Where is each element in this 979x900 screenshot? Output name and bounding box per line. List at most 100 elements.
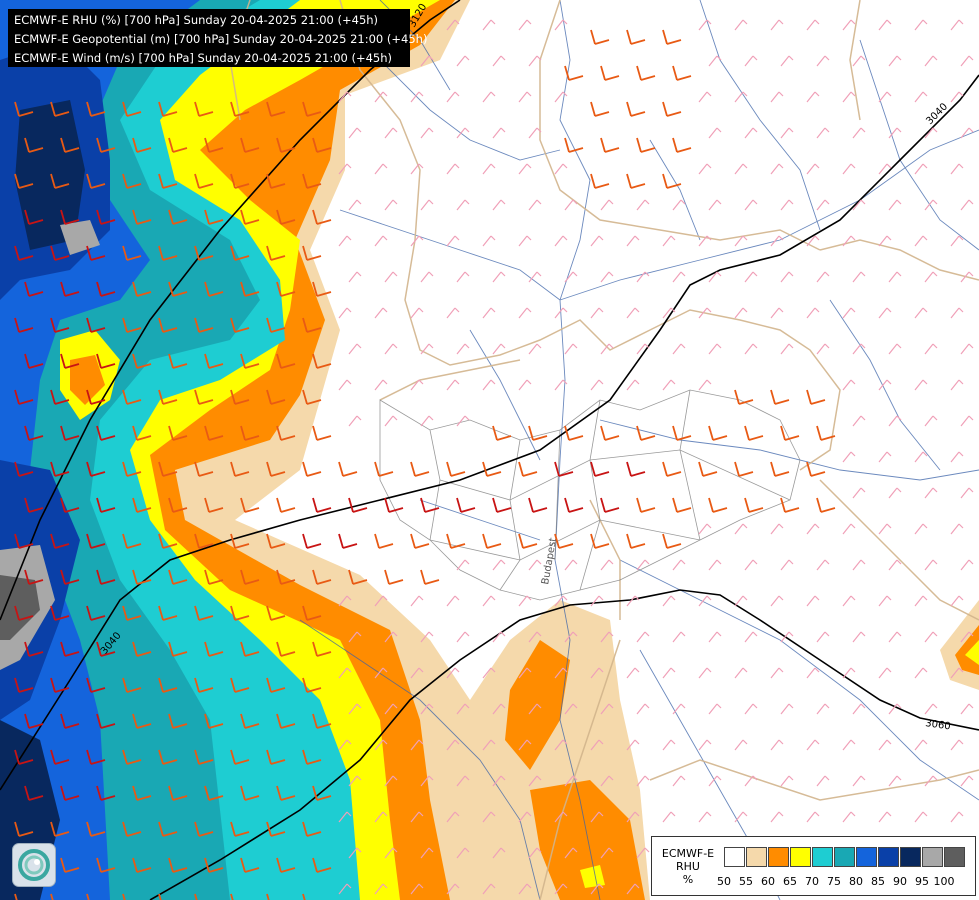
wind-barb (14, 173, 34, 189)
wind-barb (698, 739, 712, 751)
wind-barb (888, 703, 902, 715)
wind-barb (780, 199, 794, 211)
wind-barb (482, 19, 496, 31)
wind-barb (914, 307, 928, 319)
legend-swatches (724, 847, 966, 867)
legend-swatch (724, 847, 745, 867)
wind-barb (302, 389, 322, 405)
wind-barb (158, 101, 178, 117)
wind-barb (770, 91, 784, 103)
wind-barb (312, 857, 332, 873)
wind-barb (564, 425, 584, 441)
wind-barb (960, 775, 974, 787)
wind-barb (348, 415, 362, 427)
wind-barb (626, 173, 646, 189)
wind-barb (806, 91, 820, 103)
wind-barb (302, 173, 322, 189)
legend-ticks: 50 55 60 65 70 75 80 85 90 95 100 (717, 875, 974, 889)
wind-barb (194, 605, 214, 621)
wind-barb (554, 533, 574, 549)
wind-barb (518, 595, 532, 607)
wind-barb (410, 667, 424, 679)
wind-barb (50, 677, 70, 693)
wind-barb (384, 569, 404, 585)
wind-barb (384, 271, 398, 283)
wind-barb (266, 749, 286, 765)
wind-barb (420, 703, 434, 715)
wind-barb (302, 245, 322, 261)
wind-barb (194, 317, 214, 333)
wind-barb (698, 379, 712, 391)
wind-barb (446, 163, 460, 175)
wind-barb (14, 389, 34, 405)
wind-barb (204, 497, 224, 513)
wind-barb (600, 65, 620, 81)
wind-barb (590, 595, 604, 607)
wind-barb (420, 55, 434, 67)
wind-barb (122, 533, 142, 549)
wind-barb (816, 631, 830, 643)
wind-barb (24, 641, 44, 657)
wind-barb (338, 307, 352, 319)
wind-barb (708, 271, 722, 283)
wind-barb (852, 199, 866, 211)
wind-barb (924, 559, 938, 571)
wind-barb (852, 415, 866, 427)
wind-barb (744, 127, 758, 139)
wind-barb (950, 739, 964, 751)
wind-barb (276, 713, 296, 729)
wind-barb (302, 605, 322, 621)
wind-barb (888, 559, 902, 571)
wind-barb (770, 595, 784, 607)
wind-barb (734, 163, 748, 175)
wind-barb (50, 533, 70, 549)
wind-barb (744, 559, 758, 571)
wind-barb (816, 55, 830, 67)
wind-barb (266, 677, 286, 693)
map-header: ECMWF-E RHU (%) [700 hPa] Sunday 20-04-2… (8, 9, 427, 67)
wind-barb (456, 55, 470, 67)
wind-barb (960, 487, 974, 499)
legend-tick: 85 (871, 875, 885, 888)
wind-barb (266, 101, 286, 117)
wind-barb (14, 893, 18, 900)
wind-barb (384, 343, 398, 355)
wind-barb (950, 163, 964, 175)
wind-barb (626, 595, 640, 607)
wind-barb (204, 209, 224, 225)
wind-barb (86, 461, 106, 477)
wind-barb (240, 785, 260, 801)
wind-barb (122, 821, 142, 837)
wind-barb (878, 379, 892, 391)
wind-barb (888, 55, 902, 67)
wind-barb (96, 425, 116, 441)
wind-barb (600, 497, 620, 513)
wind-barb (86, 605, 106, 621)
wind-barb (96, 641, 116, 657)
legend-swatch (746, 847, 767, 867)
wind-barb (590, 307, 604, 319)
wind-barb (770, 389, 790, 405)
rhu-band-95 (60, 220, 100, 255)
wind-barb (708, 199, 722, 211)
wind-barb (348, 199, 362, 211)
wind-barb (194, 677, 214, 693)
wind-barb (24, 425, 44, 441)
wind-barb (384, 415, 398, 427)
wind-barb (374, 739, 388, 751)
wind-barb (374, 379, 388, 391)
wind-barb (960, 631, 974, 643)
wind-barb (528, 559, 542, 571)
wind-barb (456, 343, 470, 355)
wind-barb (276, 281, 296, 297)
wind-barb (60, 209, 80, 225)
wind-barb (842, 523, 856, 535)
wind-barb (636, 199, 650, 211)
wind-barb (698, 163, 712, 175)
wind-barb (312, 353, 332, 369)
wind-barb (446, 307, 460, 319)
wind-barb (626, 379, 640, 391)
wind-barb (780, 425, 800, 441)
wind-barb (626, 307, 640, 319)
wind-barb (230, 677, 250, 693)
